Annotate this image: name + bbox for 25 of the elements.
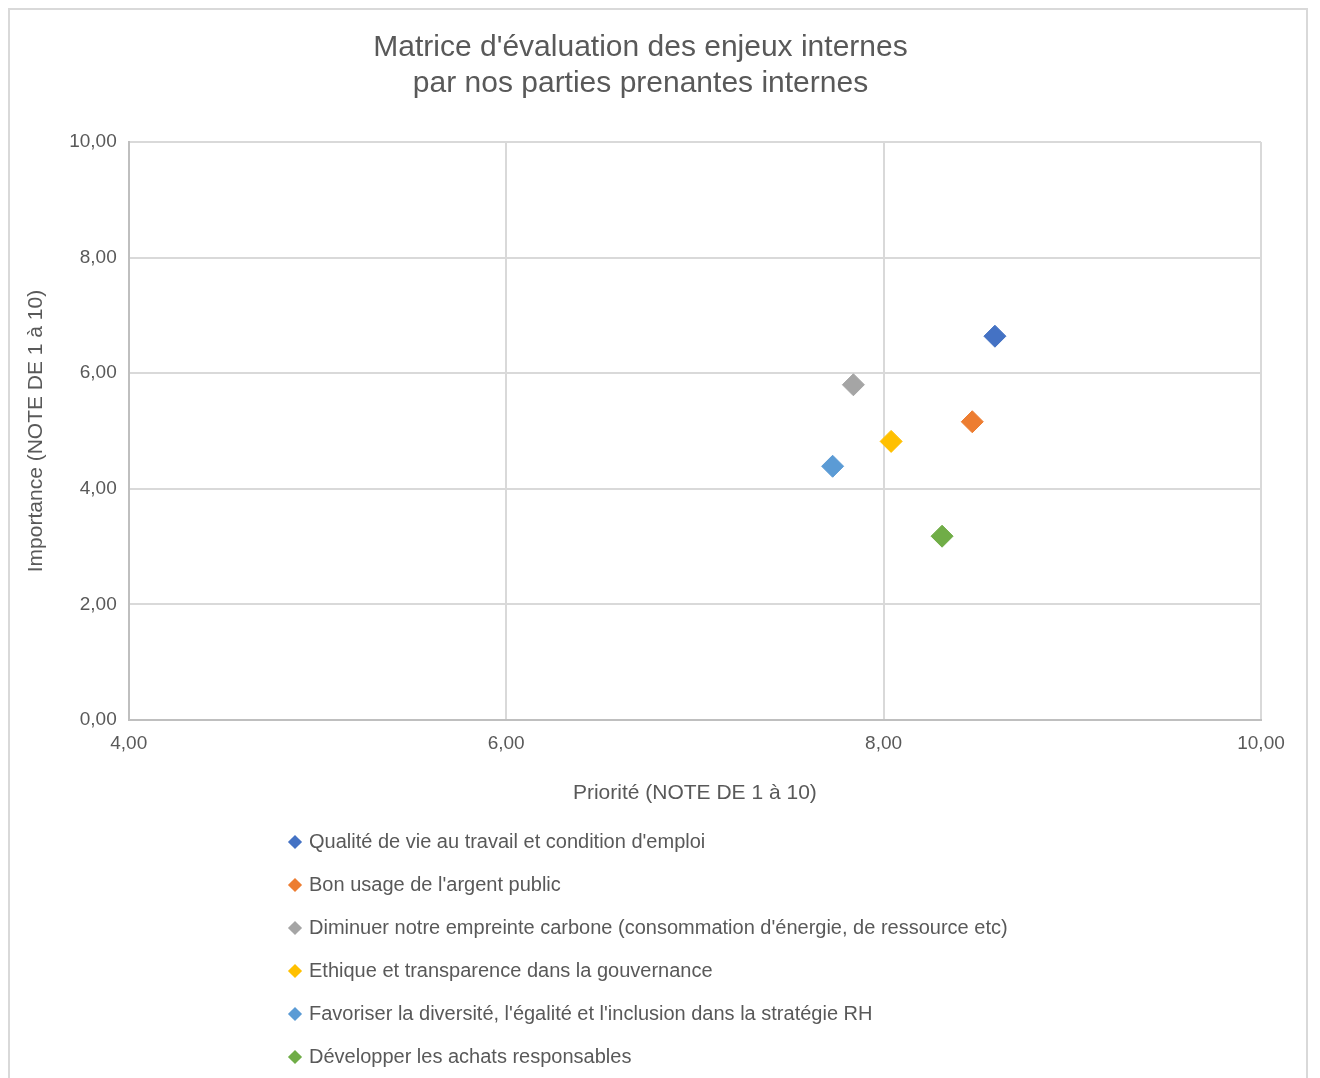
legend-label: Ethique et transparence dans la gouvernance <box>309 959 713 982</box>
x-tick-label: 10,00 <box>1237 731 1285 753</box>
point <box>983 324 1007 348</box>
x-axis-title: Priorité (NOTE DE 1 à 10) <box>572 780 817 804</box>
x-tick-label: 8,00 <box>865 731 903 753</box>
y-tick-label: 6,00 <box>79 361 117 383</box>
legend-label: Favoriser la diversité, l'égalité et l'inclusion dans la stratégie RH <box>309 1002 873 1025</box>
legend-label: Bon usage de l'argent public <box>309 873 561 896</box>
x-tick-label: 4,00 <box>110 731 148 753</box>
y-tick-label: 0,00 <box>79 708 117 730</box>
point <box>960 410 984 434</box>
legend-label: Diminuer notre empreinte carbone (consommation d'énergie, de ressource etc) <box>309 916 1008 939</box>
legend-label: Développer les achats responsables <box>309 1045 632 1068</box>
x-tick-label: 6,00 <box>487 731 525 753</box>
point <box>879 429 903 453</box>
y-axis-title: Importance (NOTE DE 1 à 10) <box>23 289 47 573</box>
point <box>821 454 845 478</box>
point <box>930 524 954 548</box>
y-tick-label: 2,00 <box>79 592 117 614</box>
y-tick-label: 4,00 <box>79 477 117 499</box>
y-tick-label: 10,00 <box>69 130 117 152</box>
chart-title: Matrice d'évaluation des enjeux internes par nos parties prenantes internes <box>373 29 908 99</box>
y-tick-label: 8,00 <box>79 245 117 267</box>
point <box>841 373 865 397</box>
legend-label: Qualité de vie au travail et condition d'emploi <box>309 830 706 853</box>
